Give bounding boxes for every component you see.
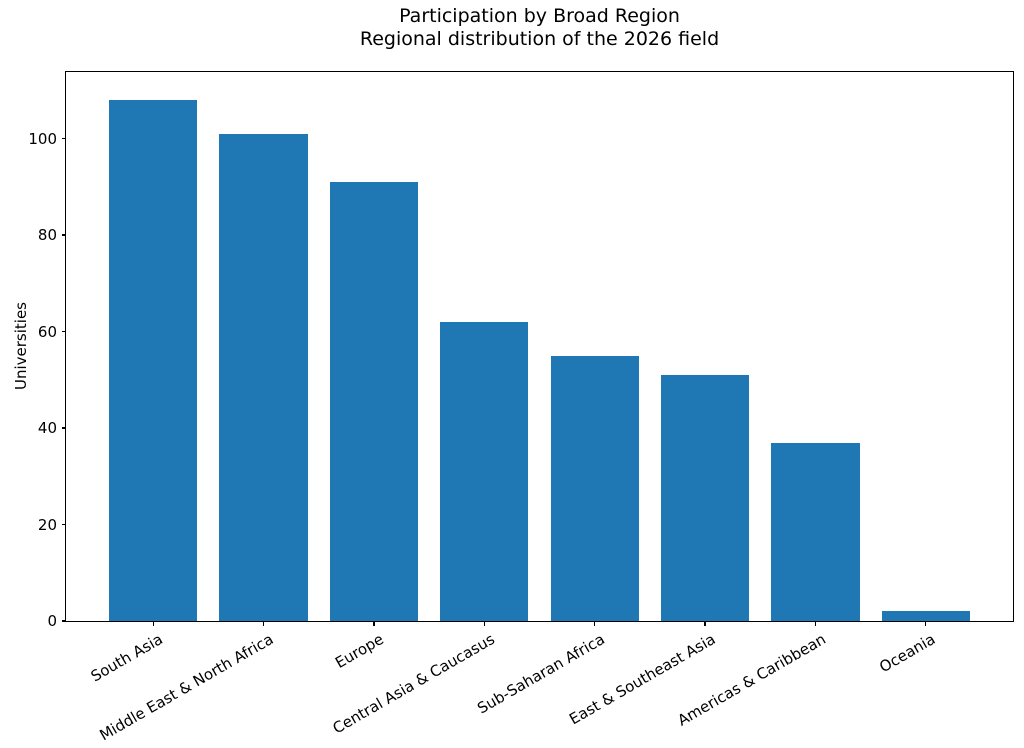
x-tick-mark-south-asia xyxy=(152,621,154,626)
chart-subtitle: Regional distribution of the 2026 field xyxy=(359,28,720,50)
bar-sub-saharan-africa xyxy=(550,355,639,621)
x-tick-label-middle-east-north-africa: Middle East & North Africa xyxy=(96,630,277,745)
x-tick-mark-sub-saharan-africa xyxy=(594,621,596,626)
x-tick-mark-europe xyxy=(373,621,375,626)
y-tick-mark-0 xyxy=(61,620,66,622)
y-tick-mark-100 xyxy=(61,137,66,140)
y-tick-mark-60 xyxy=(61,330,66,333)
y-tick-label-80: 80 xyxy=(37,226,57,245)
x-tick-mark-americas-caribbean xyxy=(814,621,817,626)
x-tick-mark-central-asia-caucasus xyxy=(483,621,485,626)
y-tick-mark-20 xyxy=(61,523,66,526)
x-tick-mark-middle-east-north-africa xyxy=(262,621,265,626)
y-tick-label-0: 0 xyxy=(47,612,57,630)
x-tick-label-oceania: Oceania xyxy=(876,630,939,677)
bar-middle-east-north-africa xyxy=(219,133,308,621)
x-tick-mark-oceania xyxy=(925,621,927,626)
plot-area: 0 20 40 60 80 100 South Asia Middle East & Nort… xyxy=(28,71,1014,744)
bar-americas-caribbean xyxy=(771,442,860,621)
x-tick-mark-east-southeast-asia xyxy=(704,621,706,626)
y-tick-label-100: 100 xyxy=(28,129,57,148)
y-tick-label-40: 40 xyxy=(37,419,57,438)
y-tick-mark-40 xyxy=(61,427,66,429)
y-tick-label-60: 60 xyxy=(37,322,57,341)
bar-europe xyxy=(329,182,419,621)
x-tick-label-south-asia: South Asia xyxy=(88,630,167,686)
bar-oceania xyxy=(881,611,970,621)
y-tick-label-20: 20 xyxy=(37,515,57,534)
y-axis-label: Universities xyxy=(12,301,30,391)
y-tick-mark-80 xyxy=(61,234,66,236)
bar-east-southeast-asia xyxy=(660,374,750,621)
chart-title: Participation by Broad Region xyxy=(399,5,680,27)
bar-central-asia-caucasus xyxy=(440,321,529,621)
x-tick-label-europe: Europe xyxy=(332,630,387,672)
chart-title-block: Participation by Broad Region Regional d… xyxy=(66,5,1013,51)
bar-south-asia xyxy=(109,99,198,621)
